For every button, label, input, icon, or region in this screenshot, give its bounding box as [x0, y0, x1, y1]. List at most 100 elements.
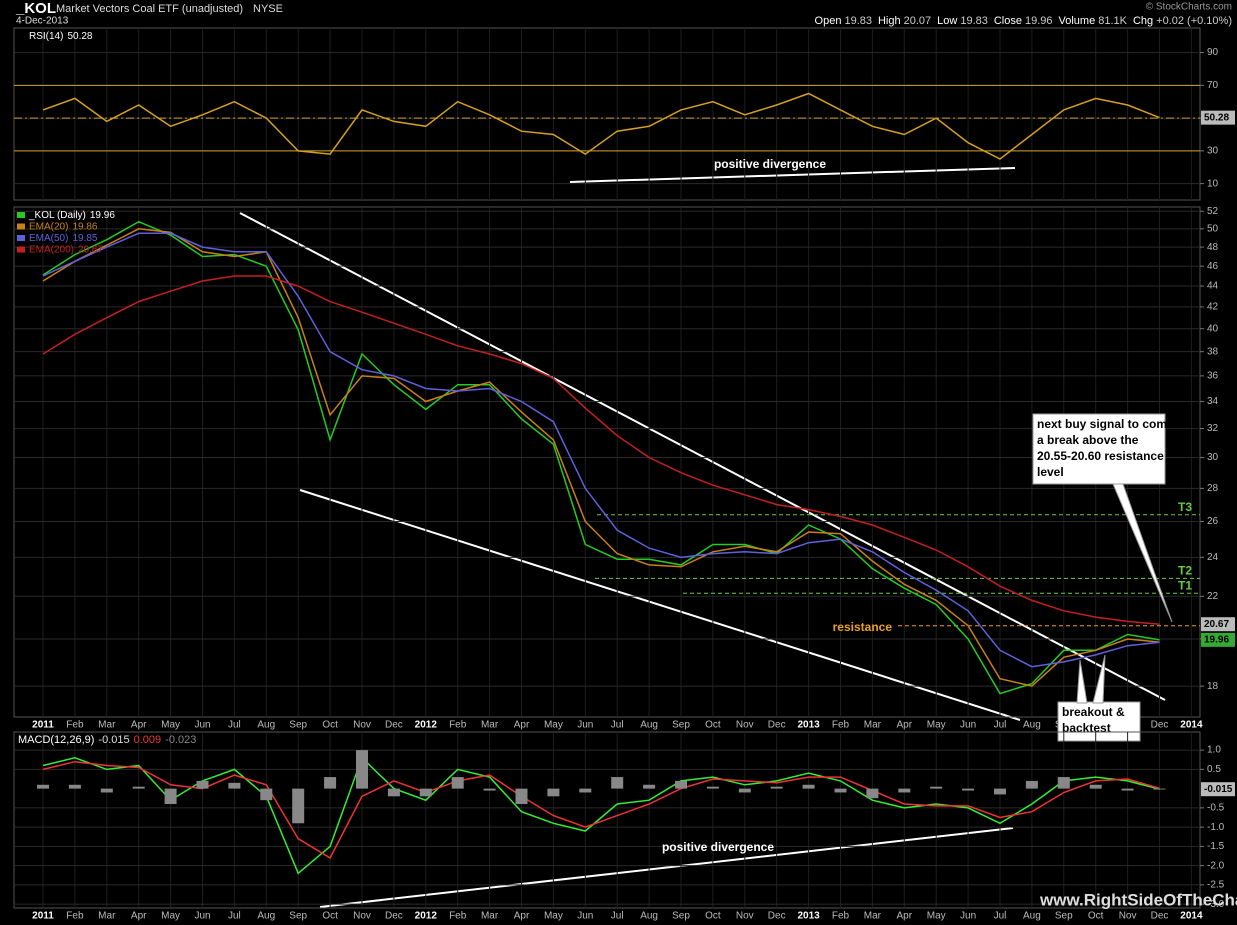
y-tick-label: 18: [1207, 681, 1219, 692]
y-tick-label: 48: [1207, 242, 1219, 253]
quote-label: Chg: [1133, 15, 1153, 27]
x-tick-label: Jul: [994, 911, 1007, 922]
y-tick-label: 36: [1207, 371, 1219, 382]
legend: MACD(12,26,9) -0.015 0.009 -0.023: [18, 734, 196, 746]
plot-layer: 10 30 50 70 90 RSI(14) 50.28 50.28 positive dive…: [13, 27, 1235, 922]
legend-value: 19.85: [72, 233, 97, 244]
x-tick-label: 2013: [797, 720, 820, 731]
y-tick-label: 30: [1207, 145, 1219, 156]
x-tick-label: Feb: [66, 720, 84, 731]
last-value-box: [1201, 782, 1235, 797]
x-tick-label: Mar: [481, 720, 499, 731]
histogram-bar: [164, 788, 177, 805]
y-tick-label: 0.5: [1207, 764, 1221, 775]
quote-label: High: [878, 15, 901, 27]
x-tick-label: Nov: [736, 720, 754, 731]
y-tick-label: -1.5: [1207, 841, 1225, 852]
histogram-bar: [37, 784, 49, 789]
last-value-box: [1201, 110, 1235, 125]
x-tick-label: May: [544, 911, 563, 922]
legend-value: 19.86: [72, 221, 97, 232]
annotation: positive divergence: [662, 840, 774, 854]
x-tick-label: Dec: [385, 911, 403, 922]
histogram-bar: [387, 788, 400, 797]
histogram-bar: [547, 788, 560, 797]
x-tick-label: Nov: [353, 911, 371, 922]
callout-text: breakout &: [1062, 705, 1125, 719]
legend: RSI(14) 50.28: [29, 31, 93, 42]
x-tick-label: May: [161, 911, 180, 922]
y-tick-label: 46: [1207, 261, 1219, 272]
y-tick-label: 90: [1207, 47, 1219, 58]
quote-value: +0.02 (+0.10%): [1156, 15, 1232, 27]
x-tick-label: Nov: [353, 720, 371, 731]
x-tick-label: Apr: [131, 911, 147, 922]
last-value: 19.96: [1204, 634, 1229, 645]
quote-label: Low: [937, 15, 957, 27]
histogram-bar: [802, 784, 815, 789]
y-tick-label: 44: [1207, 281, 1219, 292]
histogram-bar: [483, 788, 496, 791]
x-tick-label: Aug: [1023, 911, 1041, 922]
y-tick-label: 42: [1207, 302, 1219, 313]
x-tick-label: 2011: [32, 720, 54, 731]
y-tick-label: 52: [1207, 206, 1219, 217]
series-line: [42, 760, 1160, 859]
y-tick-label: -0.5: [1207, 803, 1225, 814]
legend-name: MACD(12,26,9): [18, 734, 94, 746]
callout-text: next buy signal to come on: [1037, 417, 1192, 431]
legend-name: EMA(200): [29, 244, 74, 255]
level-label: T3: [1178, 500, 1192, 514]
histogram-bar: [770, 786, 783, 789]
x-tick-label: Aug: [640, 720, 658, 731]
y-tick-label: 30: [1207, 452, 1219, 463]
histogram-bar: [419, 788, 432, 797]
x-tick-label: Apr: [897, 911, 913, 922]
x-tick-label: Aug: [1023, 720, 1041, 731]
histogram-bar: [515, 788, 528, 805]
histogram-bar: [1089, 784, 1102, 789]
legend: EMA(20) 19.86: [29, 221, 98, 232]
y-tick-label: -2.0: [1207, 860, 1225, 871]
quote-value: 19.96: [1025, 15, 1053, 27]
callout-pointer: [1112, 483, 1173, 623]
x-tick-label: Aug: [257, 911, 275, 922]
histogram-bar: [866, 788, 879, 799]
legend-value: -0.023: [165, 734, 196, 746]
legend: EMA(50) 19.85: [29, 233, 98, 244]
histogram-bar: [579, 788, 592, 793]
histogram-bar: [898, 788, 911, 793]
x-tick-label: Feb: [832, 720, 850, 731]
histogram-bar: [611, 777, 624, 789]
series-line: [42, 92, 1160, 160]
copyright: © StockCharts.com: [1146, 2, 1232, 13]
x-tick-label: Aug: [257, 720, 275, 731]
x-tick-label: Mar: [98, 911, 116, 922]
x-tick-label: Jun: [577, 911, 593, 922]
x-tick-label: Mar: [864, 720, 882, 731]
quote-label: Volume: [1059, 15, 1096, 27]
histogram-bar: [451, 777, 464, 789]
x-tick-label: Jul: [994, 720, 1007, 731]
legend-swatch: [17, 246, 25, 253]
security-name: Market Vectors Coal ETF (unadjusted): [56, 3, 243, 15]
x-tick-label: Apr: [131, 720, 147, 731]
x-tick-label: Sep: [1055, 911, 1073, 922]
y-tick-label: -2.5: [1207, 880, 1225, 891]
quote-label: Open: [815, 15, 842, 27]
series-line: [42, 220, 1160, 695]
y-tick-label: -1.0: [1207, 822, 1225, 833]
y-tick-label: 24: [1207, 552, 1219, 563]
level-label: resistance: [833, 620, 893, 634]
quote: Open 19.83 High 20.07 Low 19.83 Close 19.96 Volu…: [815, 15, 1232, 27]
last-value: 20.67: [1204, 619, 1229, 630]
y-tick-label: 26: [1207, 516, 1219, 527]
x-tick-label: 2011: [32, 911, 54, 922]
y-tick-label: 1.0: [1207, 745, 1221, 756]
legend-swatch: [17, 212, 25, 218]
callout-box: [1057, 701, 1141, 742]
legend: _KOL (Daily) 19.96: [28, 210, 115, 221]
legend-name: EMA(20): [29, 221, 68, 232]
callout-pointer: [1076, 659, 1088, 704]
